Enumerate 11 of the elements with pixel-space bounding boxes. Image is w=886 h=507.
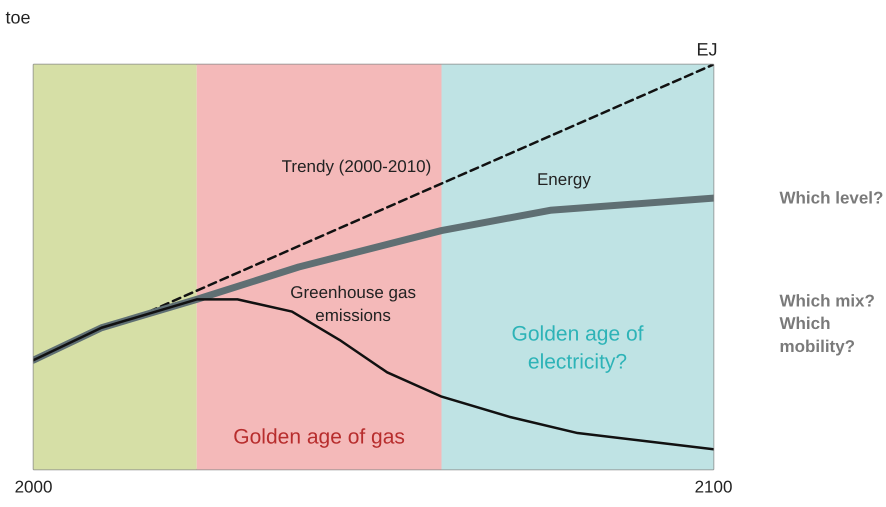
series-label: Trendy (2000-2010) bbox=[282, 156, 432, 176]
series-label: Greenhouse gas emissions bbox=[290, 283, 416, 325]
series-label: Energy bbox=[536, 170, 592, 190]
text: Which mix? Which mobility? bbox=[780, 291, 875, 356]
x-tick-label: 2000 bbox=[14, 478, 52, 496]
y2-axis-title: EJ bbox=[696, 40, 718, 60]
x-tick-label: 2100 bbox=[694, 478, 732, 496]
text: Which level? bbox=[780, 188, 884, 208]
band-label: Golden age of gas bbox=[233, 426, 405, 449]
band-label: Golden age of electricity? bbox=[512, 322, 644, 374]
y-axis-title: toe bbox=[6, 8, 31, 28]
